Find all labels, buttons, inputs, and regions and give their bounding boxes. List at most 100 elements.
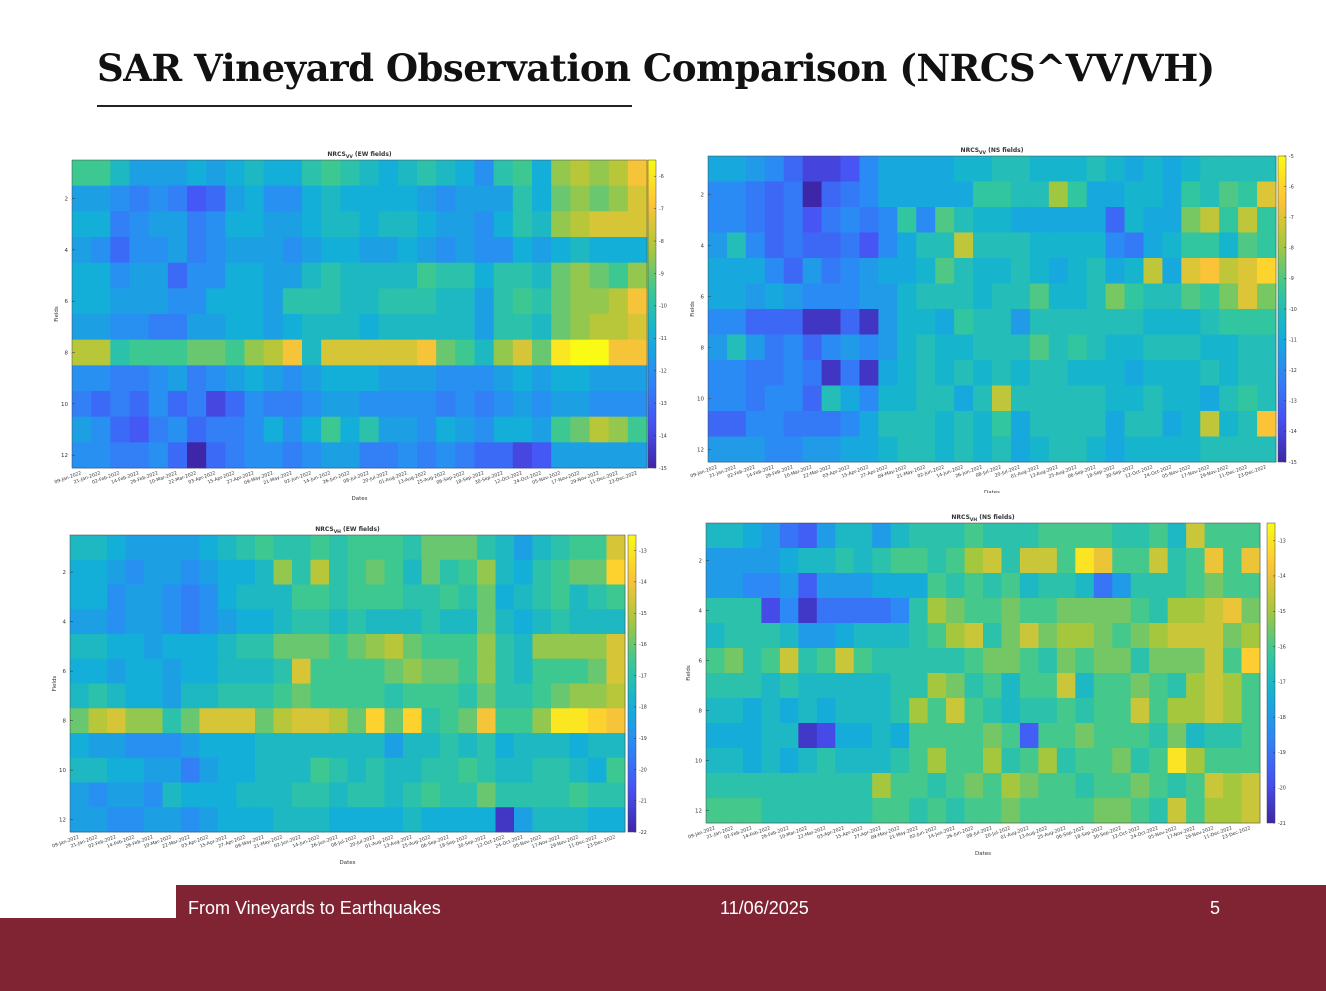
- colorbar-tick-label: -8: [659, 239, 664, 245]
- heatmap-cell: [493, 339, 514, 366]
- heatmap-cell: [897, 207, 917, 233]
- heatmap-cell: [761, 598, 781, 624]
- heatmap-cell: [91, 391, 111, 418]
- heatmap-cell: [162, 535, 182, 561]
- heatmap-cell: [764, 436, 785, 463]
- heatmap-cell: [816, 573, 836, 599]
- heatmap-cell: [589, 442, 610, 469]
- heatmap-cell: [1143, 334, 1163, 361]
- colorbar-tick-label: -21: [639, 799, 647, 805]
- heatmap-cell: [1186, 798, 1205, 824]
- heatmap-cell: [983, 623, 1002, 649]
- heatmap-cell: [973, 334, 993, 361]
- heatmap-cell: [477, 708, 496, 734]
- y-tick-label: 12: [697, 447, 704, 453]
- heatmap-cell: [340, 211, 360, 238]
- heatmap-cell: [779, 698, 799, 724]
- heatmap-cell: [440, 757, 459, 783]
- heatmap-cell: [340, 391, 360, 418]
- heatmap-cell: [973, 360, 993, 386]
- y-tick-label: 6: [699, 659, 703, 665]
- y-tick-label: 4: [699, 609, 703, 615]
- heatmap-cell: [745, 334, 766, 361]
- heatmap-cell: [706, 598, 725, 624]
- heatmap-cell: [1167, 698, 1187, 724]
- heatmap-cell: [909, 598, 928, 624]
- heatmap-cell: [859, 360, 879, 386]
- heatmap-cell: [1019, 523, 1039, 549]
- heatmap-cell: [340, 442, 360, 469]
- heatmap-cell: [495, 559, 515, 585]
- heatmap-cell: [72, 391, 92, 418]
- heatmap-cell: [1029, 385, 1050, 412]
- heatmap-cell: [1067, 360, 1088, 386]
- heatmap-cell: [255, 559, 274, 585]
- heatmap-cell: [1010, 181, 1031, 208]
- heatmap-cell: [1038, 723, 1058, 749]
- heatmap-cell: [347, 609, 367, 635]
- heatmap-cell: [1162, 411, 1182, 437]
- heatmap-cell: [244, 211, 265, 238]
- heatmap-cell: [91, 262, 111, 289]
- heatmap-cell: [282, 314, 303, 341]
- heatmap-cell: [458, 683, 478, 709]
- heatmap-cell: [569, 535, 589, 561]
- heatmap-cell: [1162, 207, 1182, 233]
- heatmap-cell: [474, 160, 495, 187]
- footer-page-number: 5: [1210, 898, 1221, 918]
- heatmap-cell: [181, 733, 200, 759]
- heatmap-cell: [125, 757, 145, 783]
- heatmap-cell: [88, 683, 108, 709]
- heatmap-cell: [983, 548, 1002, 574]
- heatmap-cell: [477, 634, 496, 660]
- heatmap-cell: [110, 262, 130, 289]
- heatmap-cell: [125, 609, 145, 635]
- heatmap-cell: [627, 237, 648, 264]
- heatmap-cell: [745, 436, 766, 463]
- heatmap-cell: [927, 748, 947, 774]
- heatmap-cell: [1167, 573, 1187, 599]
- heatmap-cell: [187, 262, 207, 289]
- heatmap-cell: [909, 523, 928, 549]
- heatmap-cell: [872, 723, 892, 749]
- heatmap-cell: [255, 634, 274, 660]
- heatmap-cell: [321, 160, 341, 187]
- heatmap-cell: [1010, 258, 1031, 284]
- heatmap-cell: [627, 185, 648, 212]
- heatmap-cell: [588, 609, 607, 635]
- heatmap-cell: [1257, 360, 1277, 386]
- heatmap-cell: [897, 156, 917, 182]
- heatmap-cell: [1056, 673, 1076, 699]
- heatmap-cell: [1019, 698, 1039, 724]
- heatmap-cell: [964, 598, 984, 624]
- heatmap-cell: [532, 708, 552, 734]
- heatmap-cell: [187, 314, 207, 341]
- heatmap-cell: [724, 723, 744, 749]
- heatmap-cell: [1130, 673, 1150, 699]
- heatmap-cell: [397, 339, 418, 366]
- heatmap-cell: [359, 288, 380, 315]
- heatmap-cell: [474, 288, 495, 315]
- heatmap-cell: [1200, 258, 1220, 284]
- heatmap-cell: [798, 623, 818, 649]
- heatmap-cell: [946, 598, 965, 624]
- heatmap-cell: [1086, 309, 1106, 335]
- heatmap-cell: [532, 288, 552, 315]
- heatmap-cell: [72, 288, 92, 315]
- heatmap-cell: [835, 598, 855, 624]
- heatmap-cell: [840, 283, 860, 310]
- heatmap-cell: [1257, 334, 1277, 361]
- heatmap-cell: [570, 416, 590, 443]
- heatmap-cell: [167, 211, 188, 238]
- heatmap-cell: [1223, 623, 1242, 649]
- heatmap-cell: [1038, 648, 1058, 674]
- heatmap-cell: [91, 416, 111, 443]
- heatmap-cell: [878, 283, 898, 310]
- heatmap-cell: [493, 314, 514, 341]
- heatmap-cell: [1105, 207, 1125, 233]
- heatmap-cell: [1181, 360, 1201, 386]
- heatmap-cell: [532, 807, 552, 833]
- heatmap-cell: [1067, 232, 1088, 259]
- heatmap-cell: [403, 634, 422, 660]
- heatmap-cell: [218, 683, 237, 709]
